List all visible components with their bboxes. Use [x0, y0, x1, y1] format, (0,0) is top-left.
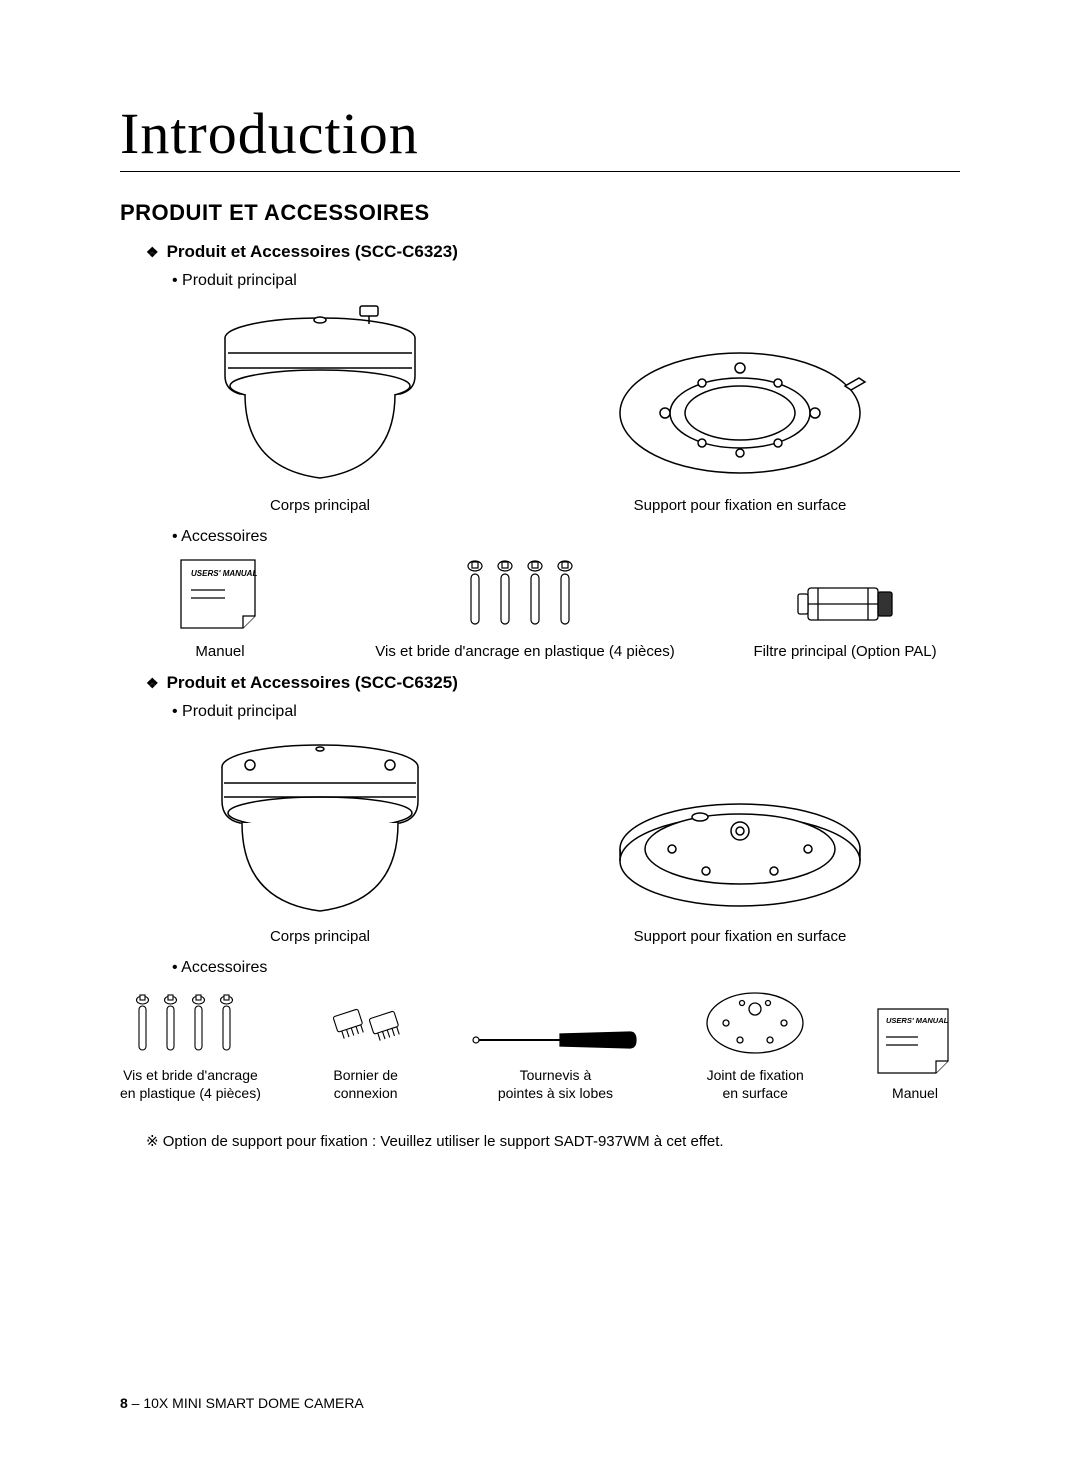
torx-driver-icon [470, 1020, 640, 1060]
model2-gasket-caption: Joint de fixationen surface [707, 1066, 804, 1102]
model1-filter-caption: Filtre principal (Option PAL) [753, 642, 936, 662]
model2-torx-item: Tournevis àpointes à six lobes [470, 1020, 640, 1102]
model2-produit-label: Produit principal [172, 703, 960, 721]
model1-heading: Produit et Accessoires (SCC-C6323) [146, 242, 960, 262]
model1-accessoires-label: Accessoires [172, 528, 960, 546]
dome-camera-icon [210, 298, 430, 488]
model2-torx-caption: Tournevis àpointes à six lobes [498, 1066, 613, 1102]
screws-icon [455, 554, 595, 634]
page-footer: 8 – 10X MINI SMART DOME CAMERA [120, 1395, 364, 1411]
footnote: ※ Option de support pour fixation : Veui… [146, 1132, 960, 1150]
model2-gasket-item: Joint de fixationen surface [700, 985, 810, 1102]
mount-ring-icon [610, 789, 870, 919]
model2-terminal-caption: Bornier deconnexion [333, 1066, 398, 1102]
model2-manual-item: USERS' MANUAL Manuel [870, 1003, 960, 1102]
model2-main-body-caption: Corps principal [270, 927, 370, 947]
model2-screws-item: Vis et bride d'ancrageen plastique (4 pi… [120, 990, 261, 1102]
footer-text: – 10X MINI SMART DOME CAMERA [128, 1395, 364, 1411]
mount-plate-icon [610, 338, 870, 488]
svg-text:USERS' MANUAL: USERS' MANUAL [886, 1016, 949, 1025]
dome-camera2-icon [210, 729, 430, 919]
model1-manual-caption: Manuel [195, 642, 244, 662]
gasket-icon [700, 985, 810, 1060]
model2-accessoires-label: Accessoires [172, 959, 960, 977]
footer-page-number: 8 [120, 1395, 128, 1411]
model1-main-body-item: Corps principal [210, 298, 430, 516]
model1-screws-caption: Vis et bride d'ancrage en plastique (4 p… [375, 642, 674, 662]
model1-filter-item: Filtre principal (Option PAL) [730, 574, 960, 662]
page-title: Introduction [120, 100, 960, 172]
terminal-block-icon [321, 1005, 411, 1060]
model1-surface-mount-caption: Support pour fixation en surface [634, 496, 847, 516]
model1-manual-item: USERS' MANUAL Manuel [120, 554, 320, 662]
model2-manual-caption: Manuel [892, 1084, 938, 1102]
model1-screws-item: Vis et bride d'ancrage en plastique (4 p… [320, 554, 730, 662]
model2-screws-caption: Vis et bride d'ancrageen plastique (4 pi… [120, 1066, 261, 1102]
model2-surface-mount-caption: Support pour fixation en surface [634, 927, 847, 947]
section-heading: PRODUIT ET ACCESSOIRES [120, 200, 960, 226]
model1-surface-mount-item: Support pour fixation en surface [610, 338, 870, 516]
model1-main-body-caption: Corps principal [270, 496, 370, 516]
model2-surface-mount-item: Support pour fixation en surface [610, 789, 870, 947]
model2-main-body-item: Corps principal [210, 729, 430, 947]
filter-icon [790, 574, 900, 634]
model2-heading: Produit et Accessoires (SCC-C6325) [146, 673, 960, 693]
manual2-icon: USERS' MANUAL [870, 1003, 960, 1078]
manual-icon: USERS' MANUAL [173, 554, 268, 634]
screws2-icon [125, 990, 255, 1060]
svg-text:USERS' MANUAL: USERS' MANUAL [191, 569, 257, 578]
model2-terminal-item: Bornier deconnexion [321, 1005, 411, 1102]
model1-produit-label: Produit principal [172, 272, 960, 290]
